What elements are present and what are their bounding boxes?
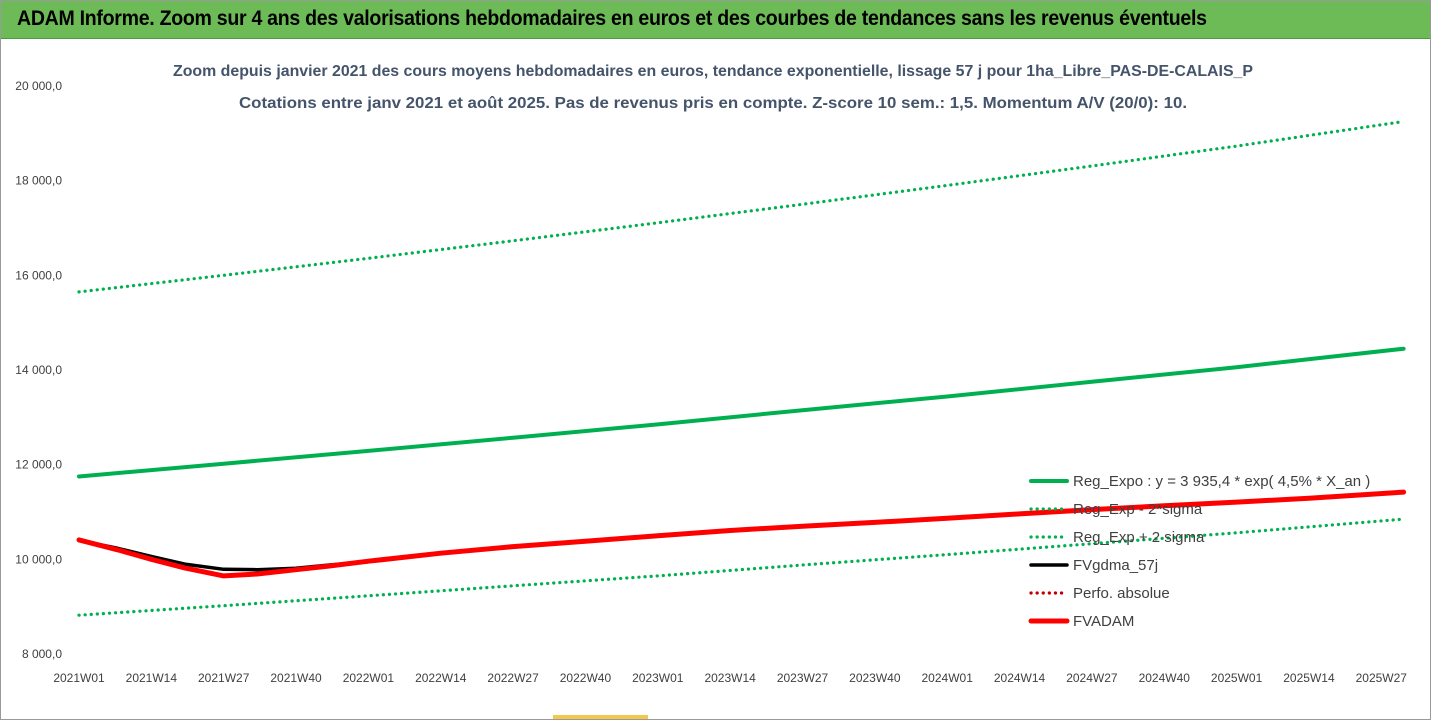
legend-label-1: Reg_Exp - 2*sigma (1073, 501, 1203, 518)
x-tick-label: 2023W40 (849, 671, 901, 685)
x-tick-label: 2023W27 (777, 671, 829, 685)
y-tick-label: 16 000,0 (15, 268, 62, 282)
x-tick-label: 2025W14 (1283, 671, 1335, 685)
series-line-1 (77, 517, 1406, 617)
legend-label-4: Perfo. absolue (1073, 585, 1170, 602)
y-tick-label: 10 000,0 (15, 552, 62, 566)
x-tick-label: 2024W40 (1139, 671, 1191, 685)
x-tick-label: 2021W40 (270, 671, 322, 685)
x-tick-label: 2024W14 (994, 671, 1046, 685)
legend-label-3: FVgdma_57j (1073, 557, 1158, 574)
x-tick-label: 2024W27 (1066, 671, 1118, 685)
header-banner: ADAM Informe. Zoom sur 4 ans des valoris… (1, 1, 1430, 39)
chart-subtitle: Cotations entre janv 2021 et août 2025. … (239, 95, 1187, 112)
y-tick-label: 12 000,0 (15, 458, 62, 472)
series-line-2 (77, 119, 1406, 294)
legend-label-0: Reg_Expo : y = 3 935,4 * exp( 4,5% * X_a… (1073, 473, 1370, 490)
x-tick-label: 2022W01 (343, 671, 395, 685)
y-tick-label: 18 000,0 (15, 174, 62, 188)
chart-title: Zoom depuis janvier 2021 des cours moyen… (173, 63, 1253, 80)
series-line-5 (76, 489, 1407, 579)
y-axis: 8 000,0 10 000,0 12 000,0 14 000,0 16 000,0 1… (15, 79, 62, 661)
banner-title: ADAM Informe. Zoom sur 4 ans des valoris… (17, 7, 1207, 30)
x-tick-label: 2021W14 (126, 671, 178, 685)
legend: Reg_Expo : y = 3 935,4 * exp( 4,5% * X_a… (1028, 473, 1370, 630)
x-tick-label: 2022W40 (560, 671, 612, 685)
x-tick-label: 2022W14 (415, 671, 467, 685)
x-tick-label: 2021W27 (198, 671, 250, 685)
plot-area (76, 119, 1407, 617)
legend-label-2: Reg_Exp + 2 sigma (1073, 529, 1205, 546)
x-axis: 2021W01 2021W14 2021W27 2021W40 2022W01 2022W… (53, 671, 1407, 685)
y-tick-label: 20 000,0 (15, 79, 62, 93)
scroll-indicator (553, 715, 648, 719)
y-tick-label: 14 000,0 (15, 363, 62, 377)
x-tick-label: 2023W14 (704, 671, 756, 685)
x-tick-label: 2025W27 (1356, 671, 1408, 685)
x-tick-label: 2022W27 (487, 671, 539, 685)
legend-label-5: FVADAM (1073, 613, 1134, 630)
x-tick-label: 2024W01 (922, 671, 974, 685)
x-tick-label: 2021W01 (53, 671, 105, 685)
x-tick-label: 2025W01 (1211, 671, 1263, 685)
y-tick-label: 8 000,0 (22, 647, 62, 661)
x-tick-label: 2023W01 (632, 671, 684, 685)
series-line-0 (77, 346, 1406, 479)
